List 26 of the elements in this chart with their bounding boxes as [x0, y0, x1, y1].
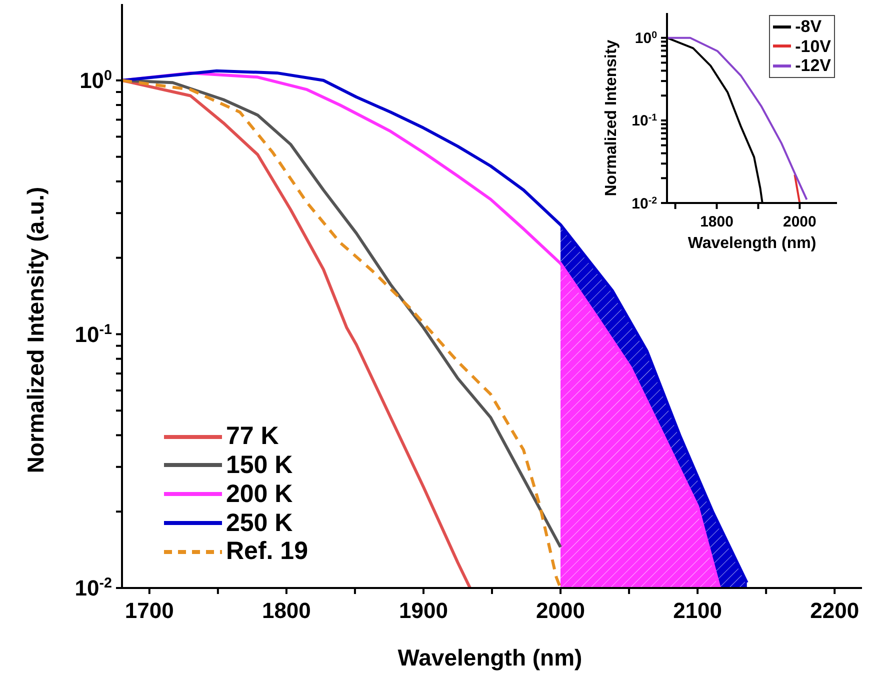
- x-tick-label: 1700: [124, 598, 174, 623]
- y-tick-label: 10$^{-1}$: [74, 322, 112, 347]
- y-axis-title: Normalized Intensity (a.u.): [22, 186, 50, 474]
- legend-label: Ref. 19: [226, 537, 308, 566]
- legend-label: -12V: [795, 56, 831, 76]
- x-tick-label: 1800: [700, 214, 734, 230]
- y-tick-label: 10$^{-2}$: [74, 576, 112, 601]
- x-axis-title: Wavelength (nm): [688, 235, 816, 253]
- y-tick-label: 10$^{0}$: [80, 68, 112, 94]
- x-tick-label: 2000: [536, 598, 585, 623]
- y-axis-title: Normalized Intensity: [603, 40, 621, 196]
- legend-label: 150 K: [226, 451, 293, 480]
- legend-label: 250 K: [226, 508, 293, 538]
- legend-label: -10V: [795, 36, 831, 56]
- y-tick-label: 10$^{-1}$: [632, 112, 658, 130]
- legend-label: 200 K: [226, 480, 293, 508]
- x-tick-label: 2100: [673, 598, 722, 623]
- x-tick-label: 2000: [782, 214, 816, 230]
- x-tick-label: 1800: [262, 598, 311, 623]
- x-tick-label: 1900: [399, 598, 448, 623]
- y-tick-label: 10$^{-2}$: [632, 194, 658, 212]
- legend-label: -8V: [795, 17, 822, 37]
- x-tick-label: 2200: [810, 598, 860, 623]
- y-tick-label: 10$^{0}$: [634, 30, 658, 48]
- x-axis-title: Wavelength (nm): [398, 644, 582, 672]
- legend-label: 77 K: [226, 422, 279, 451]
